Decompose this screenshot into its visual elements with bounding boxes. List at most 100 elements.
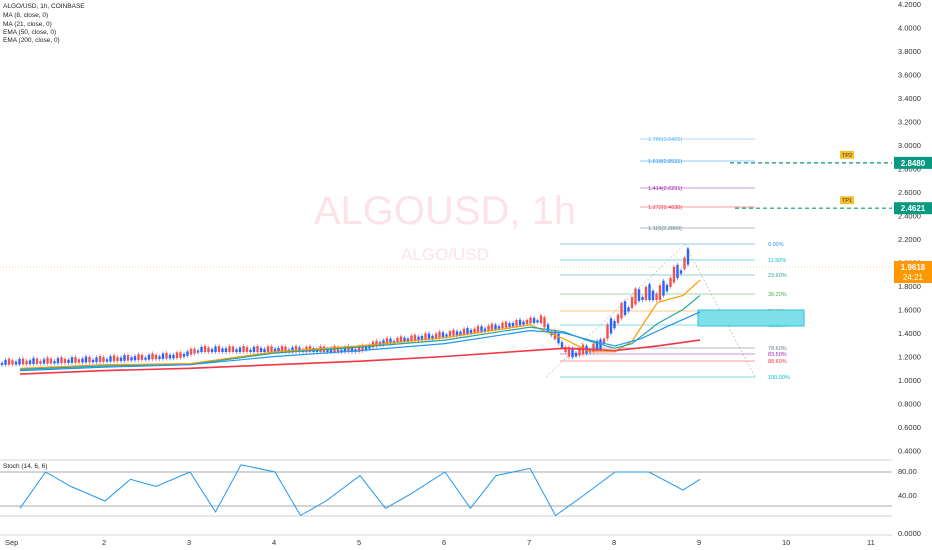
legend-ema200: EMA (200, close, 0) [3, 37, 60, 44]
candle-body [602, 338, 606, 344]
candle-body [63, 358, 67, 364]
candle-body [518, 319, 522, 326]
candle-body [644, 286, 648, 300]
candle-body [266, 346, 270, 352]
moving-average-lines [19, 279, 701, 375]
candle-body [249, 349, 252, 352]
candle-body [154, 354, 158, 360]
candle-body [175, 352, 179, 359]
candle-body [210, 349, 214, 352]
candle-body [557, 333, 560, 344]
candle-body [231, 346, 235, 352]
fib-level-label: 1.786(3.0425) [648, 137, 682, 143]
candle-body [347, 346, 350, 352]
candle-body [648, 284, 651, 300]
candle-body [578, 348, 581, 356]
candle-body [399, 336, 403, 343]
price-tick-label: 0.4000 [898, 447, 921, 456]
time-tick-label: 2 [102, 538, 106, 547]
watermark-subtitle: ALGO/USD [401, 245, 489, 264]
price-tick-label: 1.4000 [898, 329, 921, 338]
candle-body [679, 270, 683, 274]
tp-badge-label: TP2 [842, 153, 852, 159]
stoch-axis: 80.00 40.00 0.0000 [898, 467, 921, 538]
time-tick-label: 4 [272, 538, 276, 547]
candle-body [592, 343, 595, 352]
candle-body [214, 346, 217, 352]
candle-body [196, 350, 200, 353]
candle-body [95, 357, 98, 363]
fib-level-label: 78.60% [768, 346, 787, 352]
candle-body [280, 346, 284, 352]
chart-legend: ALGO/USD, 1h, COINBASE MA (8, close, 0) … [3, 3, 85, 44]
fib-level-label: 88.60% [768, 359, 787, 365]
last-price-label: 1.9618 [901, 263, 926, 272]
candle-body [462, 328, 466, 335]
candle-body [427, 333, 431, 339]
candle-body [459, 331, 462, 335]
candle-body [501, 322, 504, 329]
candle-body [84, 356, 88, 363]
candle-body [364, 346, 368, 350]
candle-body [102, 357, 105, 362]
candle-body [7, 358, 11, 365]
candle-body [70, 357, 74, 363]
candle-body [606, 324, 609, 339]
candle-body [123, 355, 126, 361]
time-tick-label: 11 [867, 538, 875, 547]
candle-body [56, 358, 60, 364]
time-tick-label: 6 [442, 538, 446, 547]
candle-body [326, 348, 329, 352]
stoch-tick-label: 80.00 [898, 467, 917, 476]
candle-body [672, 266, 676, 283]
candle-body [539, 315, 543, 324]
stoch-tick-label: 0.0000 [898, 529, 921, 538]
candle-body [340, 349, 343, 352]
fib-level-label: 1.272(2.4630) [648, 205, 682, 211]
price-tick-label: 1.2000 [898, 353, 921, 362]
candle-body [88, 357, 91, 363]
price-tick-label: 3.6000 [898, 71, 921, 80]
candle-body [35, 358, 39, 364]
take-profit-targets: TP2 2.8480 TP1 2.4621 [730, 150, 932, 215]
price-tick-label: 2.2000 [898, 235, 921, 244]
candle-body [434, 333, 438, 338]
candle-body [49, 358, 53, 364]
candle-body [413, 334, 417, 341]
candle-body [263, 348, 266, 352]
fib-level-label: 0.00% [768, 242, 784, 248]
candle-body [564, 346, 567, 353]
candle-body [651, 290, 655, 300]
candle-body [676, 264, 679, 279]
candle-body [613, 321, 616, 329]
candle-body [504, 321, 508, 328]
candle-body [438, 331, 441, 338]
price-tick-label: 3.8000 [898, 47, 921, 56]
candle-body [151, 353, 154, 360]
tp-badge [840, 196, 854, 205]
candle-body [574, 352, 578, 357]
candle-body [109, 356, 112, 362]
candle-body [522, 321, 525, 325]
candle-body [637, 289, 641, 301]
candle-body [259, 347, 263, 352]
candle-body [53, 361, 56, 364]
price-tick-label: 3.4000 [898, 94, 921, 103]
candle-body [336, 346, 340, 352]
candle-body [469, 329, 473, 334]
candle-body [182, 353, 186, 357]
candle-body [291, 347, 294, 352]
candle-body [189, 348, 193, 355]
candle-body [658, 285, 662, 300]
candle-body [228, 346, 231, 352]
candle-body [494, 324, 497, 330]
candle-body [455, 331, 459, 336]
price-tick-label: 1.6000 [898, 306, 921, 315]
last-price-countdown: 24:21 [903, 273, 924, 282]
candle-body [67, 359, 70, 363]
candle-body [277, 348, 280, 352]
candle-body [168, 354, 172, 359]
candle-body [480, 326, 483, 332]
candle-body [105, 359, 109, 362]
